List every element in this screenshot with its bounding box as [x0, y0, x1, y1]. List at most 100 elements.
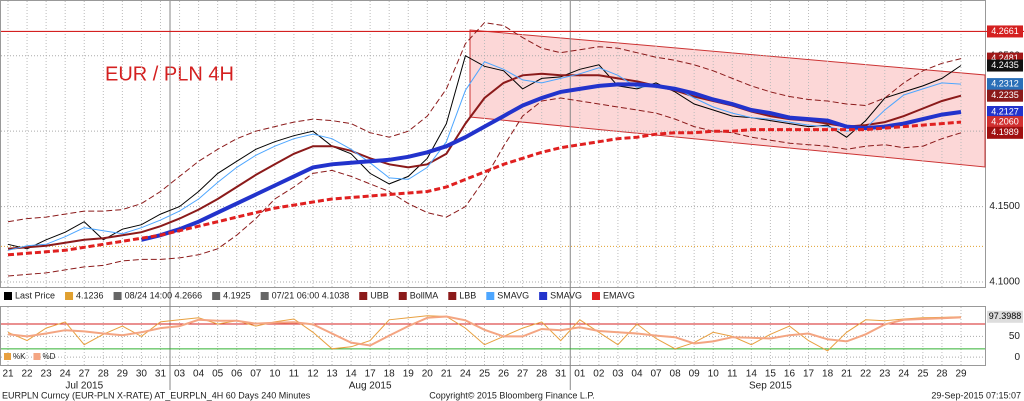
x-tick-label: 25	[917, 369, 929, 380]
x-tick-label: 08	[670, 369, 682, 380]
legend-label: %D	[42, 352, 55, 361]
month-label: Jul 2015	[65, 381, 103, 392]
month-label: Aug 2015	[349, 381, 392, 392]
y-tick-label: 0	[1014, 352, 1020, 363]
legend-swatch	[33, 353, 41, 360]
x-tick-label: 06	[231, 369, 243, 380]
value-tag-label: 4.2661	[991, 26, 1019, 36]
x-tick-label: 30	[136, 369, 148, 380]
x-tick-label: 19	[403, 369, 415, 380]
legend-label: EMAVG	[603, 290, 635, 300]
value-tag-label: 4.2235	[991, 90, 1019, 100]
x-tick-label: 17	[803, 369, 815, 380]
value-tag-label: 4.2312	[991, 78, 1019, 88]
x-tick-label: 31	[155, 369, 167, 380]
x-tick-label: 28	[936, 369, 948, 380]
footer-left: EURPLN Curncy (EUR-PLN X-RATE) AT_EURPLN…	[2, 390, 311, 400]
value-tag	[987, 310, 1023, 323]
legend-swatch	[486, 292, 495, 300]
legend-swatch	[448, 292, 457, 300]
value-tag	[987, 116, 1023, 129]
x-tick-label: 07	[650, 369, 662, 380]
value-tag-label: 4.2435	[991, 60, 1019, 70]
legend-swatch	[113, 292, 122, 300]
legend-swatch	[359, 292, 368, 300]
x-tick-label: 09	[689, 369, 701, 380]
series-line	[7, 61, 962, 251]
x-tick-label: 28	[536, 369, 548, 380]
x-tick-label: 22	[21, 369, 33, 380]
x-tick-label: 10	[708, 369, 720, 380]
legend-label: 08/24 14:00 4.2666	[125, 290, 203, 300]
x-tick-label: 02	[593, 369, 605, 380]
y-tick-label: 4.1000	[989, 277, 1020, 288]
x-tick-label: 10	[269, 369, 281, 380]
month-label: Sep 2015	[749, 381, 792, 392]
x-tick-label: 20	[422, 369, 434, 380]
value-tag	[987, 126, 1023, 139]
legend-label: 07/21 06:00 4.1038	[272, 290, 350, 300]
x-tick-label: 24	[60, 369, 72, 380]
x-tick-label: 23	[879, 369, 891, 380]
x-tick-label: 04	[631, 369, 643, 380]
x-tick-label: 28	[98, 369, 110, 380]
x-tick-label: 21	[441, 369, 453, 380]
x-tick-label: 21	[2, 369, 14, 380]
x-tick-label: 05	[212, 369, 224, 380]
legend-swatch	[212, 292, 221, 300]
x-tick-label: 17	[365, 369, 377, 380]
x-tick-label: 11	[727, 369, 738, 380]
legend-label: SMAVG	[497, 290, 529, 300]
legend-swatch	[4, 353, 11, 360]
series-line	[7, 315, 962, 352]
value-tag	[987, 25, 1023, 38]
value-tag-label: 97.3988	[989, 311, 1022, 321]
x-tick-label: 23	[41, 369, 53, 380]
legend-label: UBB	[370, 290, 389, 300]
series-line	[7, 97, 962, 277]
legend-swatch	[4, 292, 12, 300]
legend-swatch	[65, 292, 74, 300]
value-tag-label: 4.2060	[991, 116, 1019, 126]
x-tick-label: 13	[326, 369, 338, 380]
x-tick-label: 04	[193, 369, 205, 380]
x-tick-label: 25	[479, 369, 491, 380]
value-tag	[987, 105, 1023, 118]
value-tag-label: 4.2481	[991, 53, 1019, 63]
legend-label: SMAVG	[550, 290, 582, 300]
x-tick-label: 24	[460, 369, 472, 380]
x-tick-label: 18	[822, 369, 834, 380]
legend-label: 4.1236	[76, 290, 104, 300]
legend-swatch	[260, 292, 269, 300]
legend-swatch	[398, 292, 407, 300]
x-tick-label: 12	[307, 369, 319, 380]
legend-label: BollMA	[410, 290, 439, 300]
footer-right: 29-Sep-2015 07:15:07	[931, 390, 1021, 400]
x-tick-label: 15	[765, 369, 777, 380]
x-tick-label: 03	[612, 369, 624, 380]
value-tag-label: 4.1989	[991, 127, 1019, 137]
x-tick-label: 18	[384, 369, 396, 380]
legend-swatch	[539, 292, 548, 300]
series-line	[140, 82, 962, 242]
x-tick-label: 29	[955, 369, 967, 380]
x-tick-label: 22	[860, 369, 872, 380]
x-tick-label: 24	[898, 369, 910, 380]
x-tick-label: 21	[841, 369, 853, 380]
value-tag	[987, 78, 1023, 91]
x-tick-label: 31	[555, 369, 567, 380]
value-tag	[987, 89, 1023, 102]
y-tick-label: 50	[1009, 331, 1021, 342]
x-tick-label: 01	[574, 369, 586, 380]
series-line	[7, 315, 962, 347]
value-tag	[987, 59, 1023, 72]
x-tick-label: 14	[346, 369, 358, 380]
chart-title: EUR / PLN 4H	[105, 63, 234, 85]
x-tick-label: 11	[289, 369, 300, 380]
x-tick-label: 27	[517, 369, 529, 380]
x-tick-label: 03	[174, 369, 186, 380]
oscillator-panel	[0, 306, 986, 366]
x-tick-label: 26	[498, 369, 510, 380]
legend-label: 4.1925	[223, 290, 251, 300]
x-tick-label: 27	[79, 369, 91, 380]
